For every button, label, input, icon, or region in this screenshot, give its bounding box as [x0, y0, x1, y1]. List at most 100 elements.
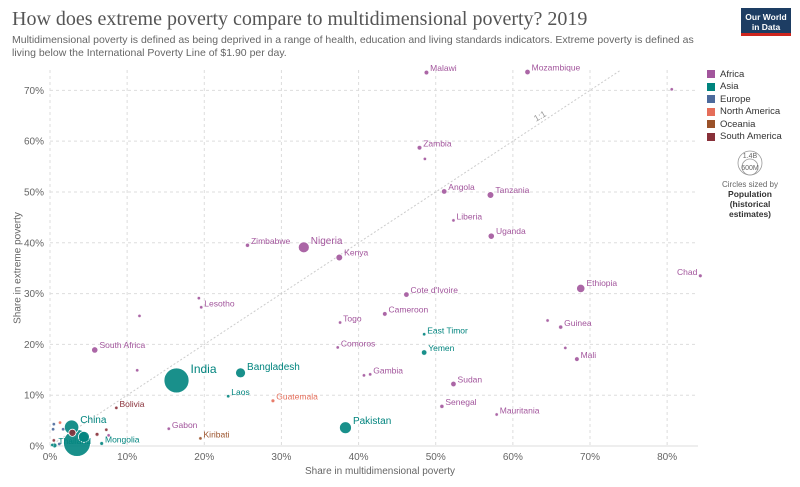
- data-point: [270, 398, 275, 403]
- point-label: Chad: [677, 267, 698, 277]
- x-tick-label: 80%: [657, 452, 677, 463]
- data-point: [106, 433, 111, 438]
- point-label: Senegal: [445, 397, 476, 407]
- legend-item-north-america[interactable]: North America: [707, 106, 782, 119]
- data-point: [99, 441, 104, 446]
- data-point: [451, 218, 456, 223]
- legend-label: Europe: [720, 93, 751, 105]
- logo-line-1: Our World: [745, 12, 787, 22]
- x-tick-label: 60%: [503, 452, 523, 463]
- point-label: Zambia: [423, 138, 452, 148]
- data-point: [197, 296, 201, 300]
- point-label: Tanzania: [495, 185, 529, 195]
- logo-line-2: in Data: [751, 22, 781, 32]
- point-label: Mongolia: [105, 434, 140, 444]
- point-label: Bangladesh: [247, 362, 300, 373]
- owid-logo[interactable]: Our World in Data: [741, 8, 791, 36]
- data-point: [338, 320, 342, 325]
- y-tick-label: 60%: [24, 137, 44, 148]
- data-point: [403, 291, 410, 298]
- data-point: [51, 427, 55, 432]
- data-point: [61, 427, 65, 432]
- y-tick-label: 40%: [24, 238, 44, 249]
- data-point: [52, 422, 56, 426]
- legend-swatch: [707, 132, 715, 141]
- data-point: [558, 324, 563, 330]
- x-tick-label: 10%: [117, 452, 137, 463]
- data-point: [524, 69, 531, 75]
- data-point: [494, 412, 499, 417]
- legend-item-south-america[interactable]: South America: [707, 131, 782, 144]
- data-point: [368, 372, 372, 377]
- data-point: [574, 356, 580, 362]
- point-label: Lesotho: [204, 298, 235, 308]
- point-label: Mali: [581, 350, 597, 360]
- data-point: [297, 241, 310, 254]
- legend-label: North America: [720, 106, 781, 118]
- point-label: Nigeria: [311, 236, 343, 247]
- data-point: [163, 367, 190, 394]
- y-tick-label: 10%: [24, 391, 44, 402]
- data-point: [199, 305, 203, 310]
- data-point: [78, 430, 90, 443]
- data-point: [339, 421, 352, 435]
- data-point: [441, 188, 448, 195]
- data-point: [114, 406, 119, 410]
- data-point: [486, 191, 495, 199]
- data-point: [576, 283, 586, 294]
- data-point: [245, 243, 250, 248]
- legend-swatch: [707, 70, 715, 79]
- data-point: [68, 428, 77, 437]
- size-legend-value-small: 600M: [741, 165, 759, 172]
- point-label: Yemen: [428, 343, 454, 353]
- data-point: [57, 442, 62, 446]
- point-label: East Timor: [427, 325, 468, 335]
- legend-item-africa[interactable]: Africa: [707, 68, 782, 81]
- point-label: Ethiopia: [586, 278, 617, 288]
- point-label: Guatemala: [276, 392, 318, 402]
- legend-item-oceania[interactable]: Oceania: [707, 118, 782, 131]
- data-point: [235, 367, 246, 379]
- y-tick-label: 0%: [30, 442, 45, 453]
- point-label: Bolivia: [119, 399, 144, 409]
- reference-line-1-1: [49, 69, 622, 447]
- point-label: Laos: [231, 387, 249, 397]
- size-legend-circle-small: [741, 158, 759, 176]
- point-label: Kenya: [344, 247, 368, 257]
- data-point: [421, 349, 427, 356]
- data-point: [423, 157, 427, 161]
- legend-item-asia[interactable]: Asia: [707, 81, 782, 94]
- data-point: [698, 273, 703, 278]
- point-label: Guinea: [564, 318, 592, 328]
- data-point: [226, 394, 230, 399]
- point-label: Gambia: [373, 365, 403, 375]
- data-point: [52, 438, 56, 443]
- data-point: [545, 318, 550, 323]
- data-point: [424, 70, 429, 75]
- point-label: Liberia: [457, 211, 483, 221]
- data-point: [335, 253, 344, 262]
- legend-label: South America: [720, 131, 782, 143]
- point-label: Mozambique: [532, 62, 581, 72]
- x-tick-label: 70%: [580, 452, 600, 463]
- legend-item-europe[interactable]: Europe: [707, 93, 782, 106]
- data-point: [198, 436, 203, 441]
- point-label: Malawi: [430, 63, 457, 73]
- legend-swatch: [707, 120, 715, 129]
- point-label: Kiribati: [204, 429, 230, 439]
- point-label: Angola: [448, 182, 475, 192]
- data-point: [563, 346, 568, 350]
- size-legend-variable-detail: (historical estimates): [728, 199, 772, 219]
- legend-label: Asia: [720, 81, 739, 93]
- logo-accent-bar: [741, 33, 791, 36]
- data-point: [135, 368, 139, 373]
- y-tick-label: 50%: [24, 187, 44, 198]
- data-point: [362, 373, 366, 378]
- y-axis-label: Share in extreme poverty: [12, 212, 24, 324]
- point-label: Comoros: [341, 338, 375, 348]
- x-tick-label: 50%: [426, 452, 446, 463]
- data-point: [166, 426, 171, 431]
- data-point: [669, 87, 674, 92]
- point-label: Cote d'Ivoire: [411, 285, 459, 295]
- data-point: [417, 145, 422, 151]
